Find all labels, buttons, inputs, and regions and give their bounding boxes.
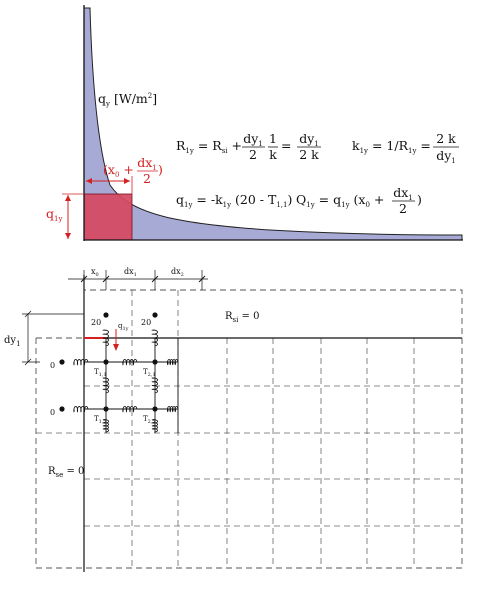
svg-text:dy1: dy1 — [436, 148, 456, 165]
svg-text:(x0 +: (x0 + — [103, 162, 134, 179]
node-label-t12: T1,2 — [94, 415, 107, 425]
equation-r1y: R1y = Rsi + dy1 2 1 k = dy1 2 k — [176, 131, 321, 162]
node-t11 — [103, 359, 109, 365]
node-left-upper — [59, 359, 65, 365]
top-panel: qy [W/m2] (x0 + dx1 2 ) q1y — [46, 5, 463, 241]
node-t22 — [152, 406, 158, 412]
svg-text:dx1: dx1 — [137, 155, 157, 172]
svg-text:Q1y = q1y (x0 +: Q1y = q1y (x0 + — [296, 192, 384, 209]
spring-bottom-left — [102, 419, 110, 433]
spring-row1-mid — [122, 358, 138, 366]
spring-top-left — [102, 329, 110, 347]
svg-text:dy1: dy1 — [243, 131, 263, 148]
q1y-arrow-bottom — [65, 233, 71, 239]
svg-text:1: 1 — [269, 131, 277, 146]
width-label: (x0 + dx1 2 ) — [103, 155, 163, 186]
svg-text:R1y = Rsi +: R1y = Rsi + — [176, 138, 242, 155]
nodes — [59, 312, 158, 412]
dim-dy1-label: dy1 — [4, 335, 21, 348]
spring-mid-left — [102, 377, 110, 394]
equation-q1y: q1y = -k1y (20 - T1,1) — [176, 192, 292, 209]
equation-k1y: k1y = 1/R1y = 2 k dy1 — [352, 131, 459, 165]
q1y-arrow-label: q1y — [118, 322, 129, 332]
width-arrow-right — [124, 178, 130, 184]
node-label-t11: T1,1 — [94, 368, 107, 378]
resistor-springs — [73, 329, 179, 433]
q1y-flux-arrowhead — [113, 344, 119, 351]
spring-bottom-right — [151, 419, 159, 433]
svg-text:2: 2 — [399, 201, 407, 216]
temp-top-right: 20 — [141, 318, 151, 327]
q1y-arrow-top — [65, 195, 71, 201]
spring-mid-right — [151, 377, 159, 394]
dim-x0-label: x0 — [91, 267, 99, 278]
dashed-grid-lines — [36, 290, 462, 568]
spring-row1-left — [73, 358, 89, 366]
node-label-t21: T2,1 — [143, 368, 156, 378]
svg-text:): ) — [158, 162, 163, 177]
spring-row2-left — [73, 405, 89, 413]
spring-row2-mid — [122, 405, 138, 413]
node-top-right — [152, 312, 158, 318]
svg-text:2: 2 — [143, 171, 151, 186]
svg-text:=: = — [281, 138, 291, 153]
node-left-lower — [59, 406, 65, 412]
spring-row1-right — [166, 358, 179, 366]
svg-text:q1y = -k1y (20 - T1,1): q1y = -k1y (20 - T1,1) — [176, 192, 292, 209]
q1y-label: q1y — [46, 206, 62, 223]
node-label-t22: T2,2 — [143, 415, 156, 425]
spring-top-right — [151, 329, 159, 347]
left-dimension — [22, 310, 84, 366]
node-t21 — [152, 359, 158, 365]
flux-label: qy [W/m2] — [98, 91, 157, 108]
svg-text:): ) — [417, 192, 422, 207]
spring-row2-right — [166, 405, 179, 413]
rse-label: Rse = 0 — [48, 466, 84, 479]
svg-text:2 k: 2 k — [299, 147, 319, 162]
grid-panel: x0 dx1 dx2 dy1 Rsi = 0 Rse = 0 q1y 20 20… — [4, 267, 463, 572]
node-top-left — [103, 312, 109, 318]
svg-text:dy1: dy1 — [299, 131, 319, 148]
svg-text:2: 2 — [249, 147, 257, 162]
node-t12 — [103, 406, 109, 412]
outer-dashed-boundary — [35, 289, 463, 569]
dim-dx2-label: dx2 — [171, 267, 184, 278]
svg-text:k1y = 1/R1y =: k1y = 1/R1y = — [352, 138, 431, 155]
equation-Q1y: Q1y = q1y (x0 + dx1 2 ) — [296, 185, 422, 216]
temp-top-left: 20 — [91, 318, 101, 327]
svg-text:k: k — [269, 147, 277, 162]
width-arrow-left — [86, 178, 92, 184]
temp-left-lower: 0 — [50, 408, 55, 417]
svg-text:dx1: dx1 — [393, 185, 413, 202]
top-dimensions — [68, 270, 208, 290]
dim-ticks — [80, 275, 206, 283]
dim-dx1-label: dx1 — [124, 267, 137, 278]
q1y-highlight-band — [83, 193, 133, 241]
temp-left-upper: 0 — [50, 361, 55, 370]
rsi-label: Rsi = 0 — [225, 311, 259, 324]
svg-text:2 k: 2 k — [436, 131, 456, 146]
